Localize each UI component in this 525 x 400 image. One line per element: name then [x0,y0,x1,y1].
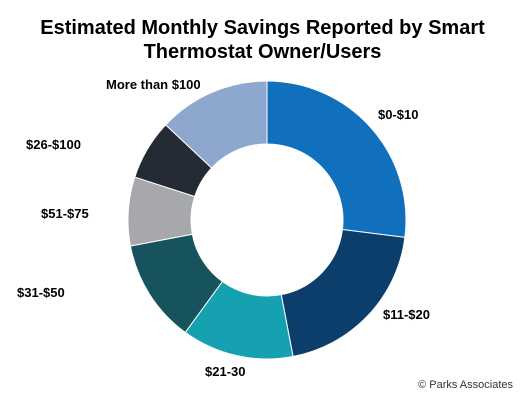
donut-slices [127,80,407,360]
slice-label-3: $21-30 [205,364,245,379]
slice-label-5: $51-$75 [41,206,89,221]
donut-slice-2 [280,228,406,358]
slice-label-7: More than $100 [106,77,201,92]
slice-label-4: $31-$50 [17,285,65,300]
slice-labels: $0-$10 $11-$20 $21-30 $31-$50 $51-$75 $26-$10… [17,77,430,379]
slice-label-2: $11-$20 [383,307,430,322]
donut-slice-7 [164,80,268,169]
slice-label-6: $26-$100 [26,137,81,152]
slice-label-1: $0-$10 [378,107,418,122]
donut-slice-1 [266,80,407,238]
chart-title-line-1: Estimated Monthly Savings Reported by Sm… [40,17,485,39]
chart-title-line-2: Thermostat Owner/Users [143,41,382,63]
copyright-source: © Parks Associates [418,379,513,391]
chart-title: Estimated Monthly Savings Reported by Sm… [0,16,525,64]
